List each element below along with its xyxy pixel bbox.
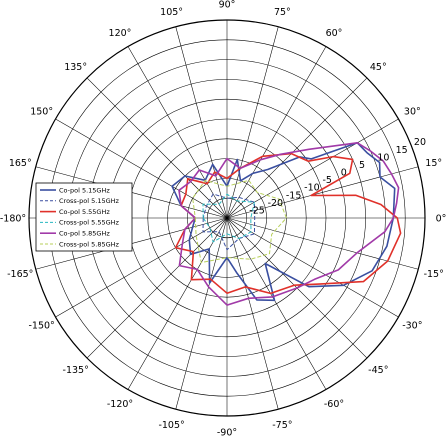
angular-grid-line (55, 217, 228, 318)
angular-tick-label: -45° (368, 365, 388, 376)
legend-label-1: Cross-pol 5.15GHz (59, 197, 120, 205)
angular-grid-line (226, 217, 279, 410)
angular-grid-line (175, 217, 228, 410)
angular-tick-label: -60° (324, 399, 344, 410)
angular-tick-label: 60° (326, 28, 343, 39)
series-line-4 (178, 142, 400, 306)
angular-grid-line (226, 217, 419, 270)
radial-tick-label: -10 (304, 183, 320, 194)
angular-grid-line (86, 217, 228, 359)
radial-tick-label: -15 (286, 190, 302, 201)
angular-tick-label: -150° (29, 321, 55, 332)
legend: Co-pol 5.15GHz Cross-pol 5.15GHz Co-pol 5.… (35, 182, 133, 252)
angular-tick-label: 105° (160, 7, 183, 18)
angular-grid-line (226, 217, 399, 318)
angular-tick-label: 0° (436, 214, 447, 225)
angular-grid-line (127, 46, 228, 219)
radial-tick-label: 15 (396, 145, 408, 156)
angular-tick-label: 45° (370, 62, 387, 73)
legend-box (35, 182, 133, 252)
angular-tick-label: -90° (217, 428, 237, 439)
angular-grid-line (226, 118, 399, 219)
angular-tick-label: -120° (107, 399, 133, 410)
angular-tick-label: 90° (219, 0, 236, 11)
angular-grid-line (226, 26, 279, 219)
angular-grid-line (226, 77, 368, 219)
angular-tick-label: 150° (30, 107, 53, 118)
radial-tick-label: 10 (377, 152, 389, 163)
angular-tick-label: -180° (0, 214, 26, 225)
angular-tick-label: -75° (272, 420, 292, 431)
angular-grid-line (55, 118, 228, 219)
series-line-3 (202, 193, 255, 243)
legend-label-0: Co-pol 5.15GHz (59, 186, 110, 194)
angular-grid-line (127, 217, 228, 390)
angular-tick-label: 75° (274, 7, 291, 18)
legend-label-3: Cross-pol 5.55GHz (59, 219, 120, 227)
angular-tick-label: 30° (404, 107, 421, 118)
angular-grid-line (226, 217, 327, 390)
angular-grid-line (226, 46, 327, 219)
radial-tick-label: 0 (341, 168, 347, 179)
angular-tick-label: -165° (7, 269, 33, 280)
polar-grid (28, 19, 426, 417)
angular-tick-label: -15° (424, 269, 444, 280)
angular-grid-line (226, 166, 419, 219)
radial-tick-label: 20 (414, 137, 426, 148)
legend-label-4: Co-pol 5.85GHz (59, 230, 110, 238)
series-group (171, 142, 402, 306)
radial-tick-label: -25 (249, 205, 265, 216)
angular-tick-label: 15° (425, 158, 442, 169)
angular-tick-label: -105° (158, 420, 184, 431)
series-line-1 (202, 193, 256, 251)
angular-grid-line (175, 26, 228, 219)
legend-label-2: Co-pol 5.55GHz (59, 208, 110, 216)
legend-label-5: Cross-pol 5.85GHz (59, 240, 120, 248)
angular-tick-label: 135° (64, 62, 87, 73)
series-line-5 (192, 179, 287, 264)
radial-tick-label: 5 (359, 160, 365, 171)
angular-tick-label: -135° (63, 365, 89, 376)
angular-tick-label: 165° (9, 158, 32, 169)
angular-tick-label: 120° (109, 28, 132, 39)
angular-tick-label: -30° (402, 321, 422, 332)
radial-tick-label: -5 (322, 175, 331, 186)
angular-grid-line (86, 77, 228, 219)
radial-tick-label: -20 (268, 198, 284, 209)
